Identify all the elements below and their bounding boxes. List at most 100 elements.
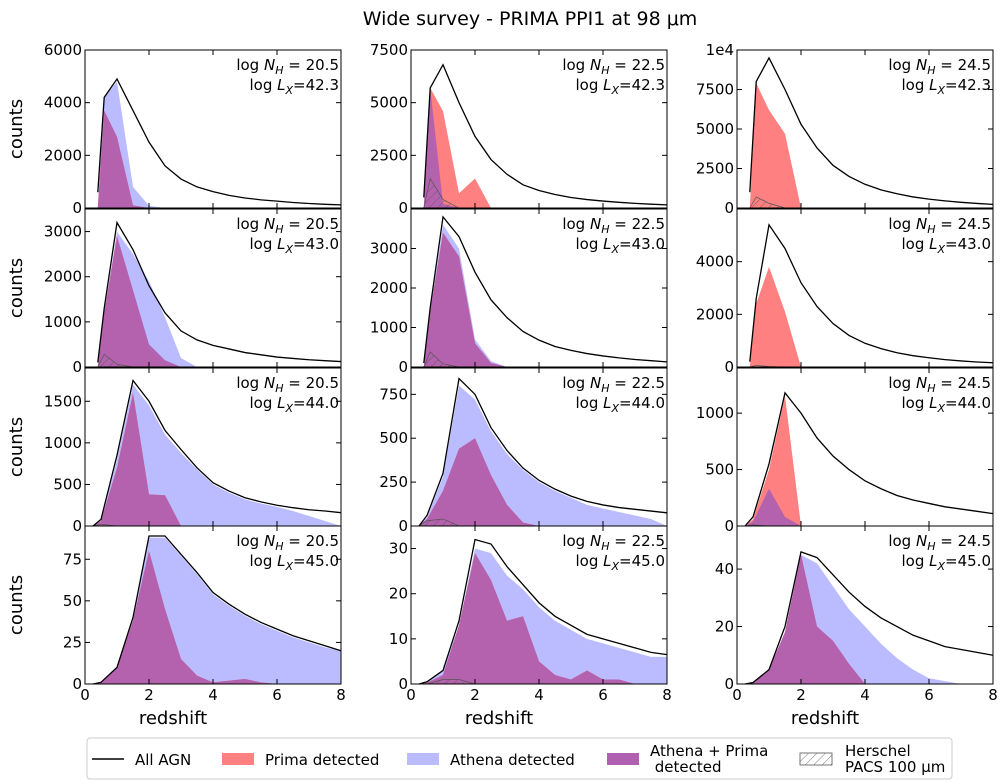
all-agn-line [749,56,994,206]
prima-area [749,83,993,208]
nh-annotation: log NH = 20.5 [236,215,339,236]
x-tick-label: 6 [272,686,282,704]
athena-prima-area [419,438,667,526]
y-tick-label: 0 [724,358,734,376]
y-tick-label: 4000 [696,253,734,271]
legend-entry-both: Athena + Prima detected [607,742,768,776]
y-tick-label: 0 [398,517,408,535]
nh-annotation: log NH = 22.5 [562,532,665,553]
x-tick-label: 8 [988,686,998,704]
y-tick-label: 500 [53,475,82,493]
x-tick-label: 2 [470,686,480,704]
legend: All AGN Prima detected Athena detected Athe… [86,737,953,780]
all-agn-line [97,77,342,206]
nh-annotation: log NH = 20.5 [236,56,339,77]
y-tick-label: 750 [379,385,408,403]
lx-annotation: log LX=43.0 [901,235,991,256]
all-agn-line [92,535,342,685]
y-tick-label: 7500 [696,81,734,99]
x-tick-label: 2 [796,686,806,704]
all-agn-line [744,550,994,685]
y-tick-label: 2000 [44,146,82,164]
y-tick-label: 0 [398,675,408,693]
x-tick-label: 8 [662,686,672,704]
x-tick-label: 4 [534,686,544,704]
legend-swatch [799,752,833,766]
y-tick-label: 0 [724,199,734,217]
athena-prima-area [97,110,341,208]
x-tick-label: 0 [732,686,742,704]
x-tick-label: 4 [208,686,218,704]
all-agn-line [423,63,668,206]
nh-annotation: log NH = 22.5 [562,374,665,395]
lx-annotation: log LX=44.0 [575,394,665,415]
lx-annotation: log LX=45.0 [249,552,339,573]
y-tick-label: 500 [379,429,408,447]
legend-swatch [407,753,439,765]
prima-area [749,266,993,367]
prima-area [423,87,667,208]
athena-prima-area [745,554,993,684]
athena-prima-area [93,550,341,684]
lx-annotation: log LX=44.0 [901,394,991,415]
y-tick-label: 250 [379,473,408,491]
x-tick-label: 0 [406,686,416,704]
y-tick-label: 2000 [44,268,82,286]
y-tick-label: 10 [389,630,408,648]
all-agn-line [423,215,668,364]
legend-entry-athena: Athena detected [407,751,575,769]
nh-annotation: log NH = 22.5 [562,56,665,77]
y-tick-label: 2500 [696,160,734,178]
nh-annotation: log NH = 22.5 [562,215,665,236]
legend-swatch [222,753,254,765]
y-tick-label: 7500 [370,41,408,59]
athena-area [93,384,341,526]
x-axis-label: redshift [465,708,533,729]
y-tick-label: 1500 [44,392,82,410]
all-agn-line [744,391,994,527]
y-tick-label: 40 [715,560,734,578]
y-tick-label: 0 [724,675,734,693]
x-tick-label: 0 [80,686,90,704]
y-tick-label: 1000 [44,434,82,452]
y-tick-label: 5000 [696,120,734,138]
y-tick-label: 0 [72,517,82,535]
legend-swatch [607,753,639,765]
x-tick-label: 4 [860,686,870,704]
all-agn-line [418,377,668,527]
y-tick-label: 4000 [44,94,82,112]
y-tick-label: 1000 [696,404,734,422]
y-tick-label: 2000 [696,305,734,323]
lx-annotation: log LX=42.3 [575,76,665,97]
y-tick-label: 1000 [370,319,408,337]
y-tick-label: 0 [398,199,408,217]
x-axis-label: redshift [791,708,859,729]
athena-prima-area [93,392,341,526]
legend-label: Athena + Prima detected [650,742,768,776]
y-axis-label: counts [6,575,27,635]
nh-annotation: log NH = 20.5 [236,374,339,395]
y-tick-label: 0 [398,358,408,376]
x-tick-label: 2 [144,686,154,704]
athena-prima-area [419,553,667,684]
lx-annotation: log LX=43.0 [249,235,339,256]
y-tick-label: 1e4 [706,41,734,59]
legend-label: Herschel PACS 100 μm [845,742,945,776]
lx-annotation: log LX=45.0 [901,552,991,573]
legend-label: Prima detected [265,751,379,769]
nh-annotation: log NH = 24.5 [888,215,991,236]
nh-annotation: log NH = 24.5 [888,56,991,77]
y-tick-label: 0 [72,675,82,693]
y-tick-label: 2500 [370,146,408,164]
y-tick-label: 75 [63,550,82,568]
x-tick-label: 6 [924,686,934,704]
y-tick-label: 30 [389,540,408,558]
y-axis-label: counts [6,99,27,159]
